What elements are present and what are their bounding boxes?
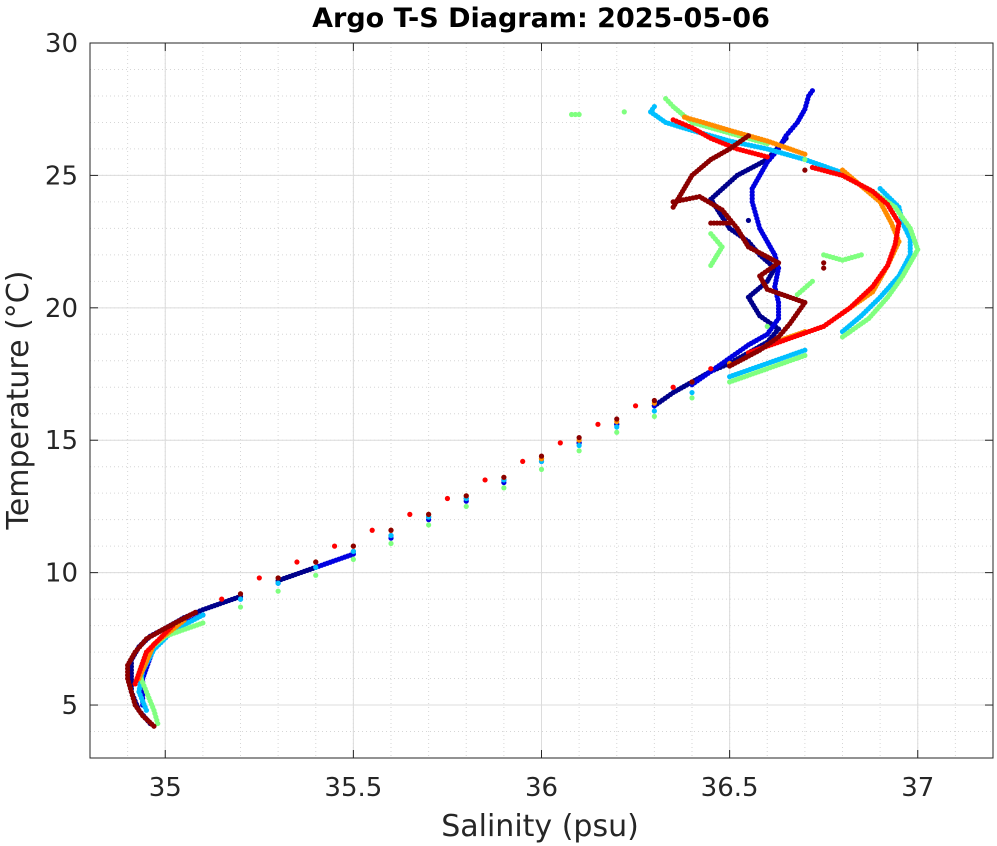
data-point [237,604,244,610]
data-point [614,416,620,422]
data-point [369,527,375,533]
x-tick-label: 35 [149,773,182,803]
x-axis-label: Salinity (psu) [441,809,639,844]
data-point [520,458,526,465]
series-6 [125,133,827,729]
data-point [350,543,356,549]
data-point [350,548,356,555]
data-point [681,114,688,120]
data-point [663,96,669,102]
data-point [501,474,507,480]
data-point [651,413,657,419]
x-tick-label: 37 [901,773,934,803]
chart-title: Argo T-S Diagram: 2025-05-06 [312,3,770,34]
data-point [651,397,657,404]
y-tick-label: 5 [61,691,78,721]
data-point [839,167,846,173]
data-point [275,580,281,586]
data-point [670,384,676,390]
data-point [294,559,300,565]
y-tick-label: 20 [45,294,78,324]
data-point [764,323,770,329]
data-point [444,495,451,502]
data-point [557,440,563,446]
data-point [802,347,808,353]
data-point [407,511,413,517]
data-point [595,421,601,427]
data-point [313,572,319,578]
data-point [689,379,695,385]
data-point [256,575,262,581]
data-point [237,596,244,602]
data-point [200,612,206,618]
data-point [802,352,808,359]
data-point [388,527,394,533]
data-point [219,596,225,602]
x-tick-marks [164,43,919,758]
data-point [426,511,432,517]
data-point [313,564,319,570]
data-point [576,448,582,454]
data-point [463,503,469,510]
data-point [538,453,545,459]
data-point [501,485,507,491]
data-point [313,559,319,565]
data-point [576,111,582,118]
data-point [388,540,394,547]
data-point [670,117,676,123]
y-tick-label: 10 [45,559,78,589]
data-point [802,167,808,173]
data-point [572,111,578,118]
data-point [200,620,206,626]
data-point [809,88,816,94]
data-point [463,493,469,499]
data-point [689,389,695,396]
data-point [727,220,733,226]
x-tick-label: 36.5 [701,773,759,803]
data-point [576,442,582,449]
data-point [858,252,864,258]
data-point [745,217,752,224]
data-point [621,109,627,115]
y-tick-label: 15 [45,426,78,456]
y-tick-marks [90,42,993,706]
data-point [614,424,620,430]
y-tick-label: 30 [45,29,78,59]
data-point [689,395,695,401]
data-point [809,164,816,171]
data-point [809,278,816,284]
x-tick-label: 36 [525,773,558,803]
data-point [350,556,356,562]
data-point [632,403,639,409]
data-point [275,575,281,581]
data-point [482,477,488,483]
x-tick-labels: 35 35.5 36 36.5 37 [149,773,935,803]
data-point [569,111,575,118]
data-point [708,366,714,372]
data-point [237,591,244,597]
data-point [426,522,432,528]
data-point [576,434,582,441]
x-tick-label: 35.5 [324,773,382,803]
data-point [538,466,545,472]
y-axis-label: Temperature (°C) [1,271,36,531]
data-points [125,88,921,729]
data-point [821,265,827,271]
data-point [821,260,827,266]
data-point [192,609,198,615]
data-point [651,408,657,414]
y-tick-labels: 5 10 15 20 25 30 [45,29,78,721]
data-point [745,133,752,139]
data-point [877,186,883,192]
data-point [708,231,714,237]
data-point [802,156,808,163]
data-point [331,543,338,549]
data-point [275,588,281,594]
y-tick-label: 25 [45,161,78,191]
data-point [614,429,620,435]
data-point [388,532,394,539]
data-point [651,103,657,110]
